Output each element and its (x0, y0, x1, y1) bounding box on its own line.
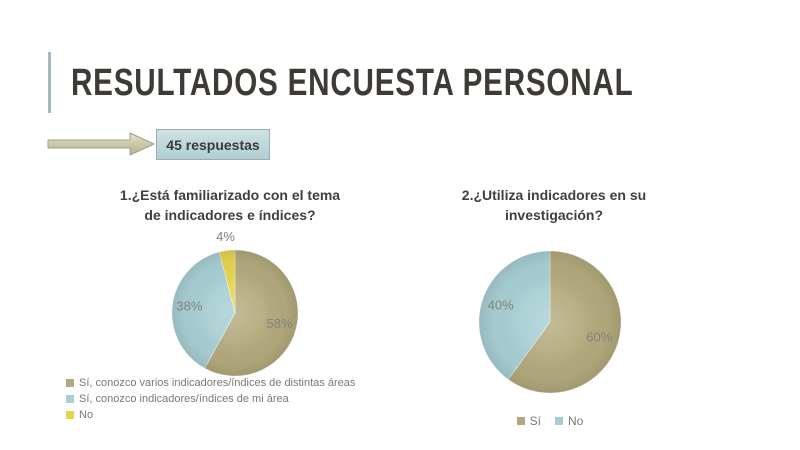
legend-label: Sí (529, 414, 541, 428)
chart-1-legend: Sí, conozco varios indicadores/índices d… (66, 377, 355, 425)
slide-title: RESULTADOS ENCUESTA PERSONAL (71, 62, 634, 104)
chart-1-title-line2: de indicadores e índices? (144, 206, 316, 223)
chart-1-title: 1.¿Está familiarizado con el tema de ind… (40, 186, 420, 225)
chart-2-title: 2.¿Utiliza indicadores en su investigaci… (384, 186, 724, 225)
legend-swatch-icon (555, 417, 563, 425)
legend-swatch-icon (66, 379, 74, 387)
title-accent-bar (48, 52, 51, 113)
legend-swatch-icon (516, 417, 525, 425)
legend-swatch-icon (66, 411, 74, 419)
pie-chart-2: 60% 40% (458, 230, 642, 414)
arrow-shape (47, 131, 157, 157)
pie-1-pct-label-3: 4% (216, 229, 235, 244)
responses-callout: 45 respuestas (156, 129, 270, 160)
legend-item: No (555, 414, 583, 428)
pie-2-pct-label-1: 60% (586, 329, 612, 344)
pie-chart-1: 58% 38% 4% (143, 221, 327, 405)
chart-1-title-line1: 1.¿Está familiarizado con el tema (119, 187, 341, 203)
legend-item: No (66, 409, 355, 421)
pie-shading-overlay (172, 250, 298, 376)
legend-item: Sí, conozco indicadores/índices de mi ár… (66, 393, 355, 405)
legend-label: No (568, 414, 584, 428)
legend-item: Sí (516, 414, 541, 428)
legend-label: Sí, conozco indicadores/índices de mi ár… (79, 393, 289, 405)
pie-shading-overlay (479, 251, 621, 393)
pie-1-pct-label-2: 38% (176, 299, 202, 314)
chart-2-legend: Sí No (470, 414, 630, 428)
legend-swatch-icon (66, 395, 74, 403)
pie-1-pct-label-1: 58% (266, 316, 292, 331)
pie-2-pct-label-2: 40% (488, 297, 514, 312)
legend-label: Sí, conozco varios indicadores/índices d… (79, 377, 356, 389)
legend-item: Sí, conozco varios indicadores/índices d… (66, 377, 355, 389)
right-arrow-icon (47, 132, 155, 156)
chart-2-title-line1: 2.¿Utiliza indicadores en su (461, 187, 647, 203)
legend-label: No (79, 409, 94, 421)
chart-2-title-line2: investigación? (504, 206, 604, 223)
